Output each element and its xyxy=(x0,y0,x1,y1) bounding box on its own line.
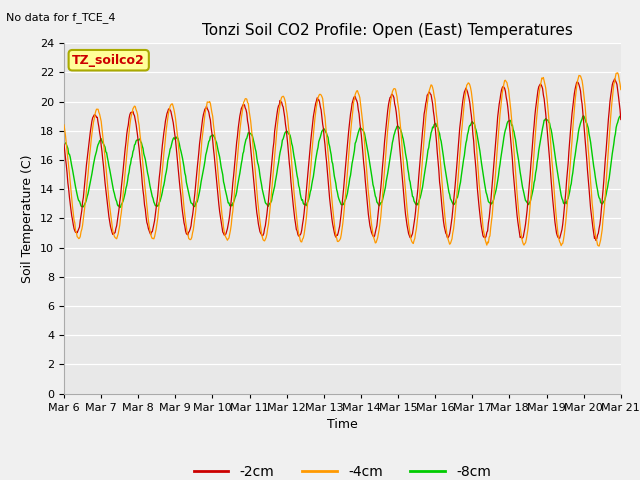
X-axis label: Time: Time xyxy=(327,418,358,431)
Title: Tonzi Soil CO2 Profile: Open (East) Temperatures: Tonzi Soil CO2 Profile: Open (East) Temp… xyxy=(202,23,572,38)
Legend: -2cm, -4cm, -8cm: -2cm, -4cm, -8cm xyxy=(188,460,497,480)
Text: TZ_soilco2: TZ_soilco2 xyxy=(72,54,145,67)
Y-axis label: Soil Temperature (C): Soil Temperature (C) xyxy=(22,154,35,283)
Text: No data for f_TCE_4: No data for f_TCE_4 xyxy=(6,12,116,23)
